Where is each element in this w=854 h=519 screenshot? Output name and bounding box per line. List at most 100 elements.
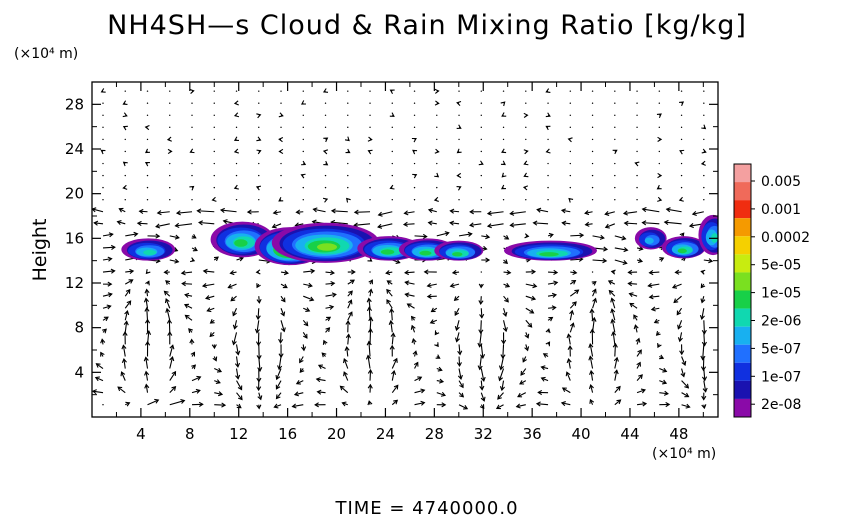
wind-vector	[458, 404, 468, 410]
wind-vector-head	[469, 209, 474, 215]
wind-vector-head	[195, 388, 201, 394]
wind-vector-head	[434, 100, 440, 106]
wind-vector-head	[427, 208, 434, 214]
wind-vector-dot	[146, 186, 149, 189]
wind-vector-head	[209, 332, 215, 338]
wind-vector-head	[610, 269, 616, 275]
wind-vector	[701, 308, 705, 320]
wind-vector-head	[272, 209, 278, 216]
wind-vector	[331, 221, 348, 225]
wind-vector-head	[322, 339, 328, 345]
wind-vector	[185, 294, 193, 297]
wind-vector-head	[120, 371, 126, 377]
y-tick-label: 4	[74, 363, 84, 381]
wind-vector-head	[205, 295, 211, 301]
wind-vector-dot	[436, 114, 438, 116]
wind-vector-head	[548, 232, 554, 238]
wind-vector-head	[486, 223, 492, 229]
wind-vector-head	[190, 257, 196, 263]
wind-vector	[614, 357, 618, 369]
wind-vector-head	[478, 300, 484, 306]
wind-vector-dot	[413, 102, 416, 104]
wind-vector-head	[616, 399, 622, 405]
wind-vector-head	[479, 313, 485, 319]
wind-vector-head	[215, 379, 221, 385]
wind-vector	[503, 308, 507, 317]
wind-vector	[303, 295, 314, 301]
wind-vector	[343, 371, 349, 381]
cloud-contour	[677, 248, 687, 254]
wind-vector-head	[213, 256, 219, 262]
wind-vector-head	[93, 220, 99, 226]
wind-vector-head	[122, 112, 128, 118]
wind-vector-head	[124, 310, 130, 316]
wind-vector-head	[584, 221, 590, 227]
wind-vector-dot	[302, 198, 304, 201]
wind-vector-dot	[191, 162, 193, 165]
wind-vector-head	[190, 351, 196, 357]
wind-vector-head	[180, 398, 186, 404]
wind-vector-head	[278, 148, 284, 155]
wind-vector-dot	[703, 174, 705, 177]
wind-vector-head	[256, 355, 262, 360]
x-tick-label: 44	[620, 425, 639, 443]
cloud-field	[121, 214, 718, 266]
wind-vector	[325, 282, 335, 285]
wind-vector-dot	[547, 162, 549, 165]
wind-vector-head	[434, 342, 439, 348]
wind-vector-head	[641, 207, 647, 213]
wind-vector-dot	[569, 174, 572, 177]
wind-vector	[354, 211, 371, 213]
wind-vector	[673, 295, 682, 303]
wind-vector-head	[495, 404, 501, 410]
wind-vector-dot	[680, 162, 683, 165]
wind-vector	[537, 209, 549, 213]
wind-vector	[585, 211, 593, 214]
wind-vector-head	[329, 270, 336, 276]
wind-vector-dot	[614, 126, 616, 129]
wind-vector-head	[501, 148, 507, 154]
wind-vector	[230, 295, 237, 302]
wind-vector-head	[273, 403, 279, 409]
wind-vector-head	[437, 366, 443, 372]
wind-vector	[454, 307, 460, 316]
wind-vector-dot	[502, 138, 505, 141]
wind-vector-dot	[391, 126, 393, 129]
wind-vector-dot	[213, 150, 215, 153]
wind-vector-head	[456, 124, 462, 130]
wind-vector-head	[317, 364, 324, 370]
wind-vector	[369, 289, 372, 297]
wind-vector-head	[434, 88, 440, 94]
wind-vector	[703, 368, 706, 381]
wind-vector-head	[100, 351, 105, 357]
wind-vector-dot	[591, 174, 594, 177]
wind-vector-dot	[703, 102, 705, 104]
wind-vector	[205, 295, 215, 299]
wind-vector-head	[155, 223, 161, 229]
cloud-cell	[698, 214, 718, 256]
wind-vector	[503, 320, 507, 332]
wind-vector-dot	[302, 114, 304, 116]
wind-vector	[569, 323, 574, 333]
wind-vector-head	[657, 343, 662, 349]
wind-vector	[481, 235, 490, 238]
wind-vector-head	[256, 136, 262, 142]
wind-vector-head	[233, 184, 239, 190]
wind-vector-head	[321, 352, 327, 358]
wind-vector-head	[499, 386, 505, 392]
wind-vector-head	[345, 197, 351, 203]
wind-vector-head	[212, 356, 218, 362]
wind-vector-dot	[347, 114, 349, 116]
wind-vector	[624, 222, 638, 225]
wind-vector-dot	[525, 90, 527, 92]
wind-vector	[414, 389, 425, 394]
wind-vector	[480, 380, 483, 390]
wind-vector-dot	[235, 198, 238, 201]
wind-vector-head	[551, 292, 558, 298]
wind-vector	[608, 290, 616, 297]
wind-vector-head	[94, 376, 100, 382]
wind-vector-head	[198, 220, 204, 226]
wind-vector	[258, 296, 260, 303]
wind-vector-head	[271, 223, 277, 229]
wind-vector-head	[125, 288, 131, 294]
